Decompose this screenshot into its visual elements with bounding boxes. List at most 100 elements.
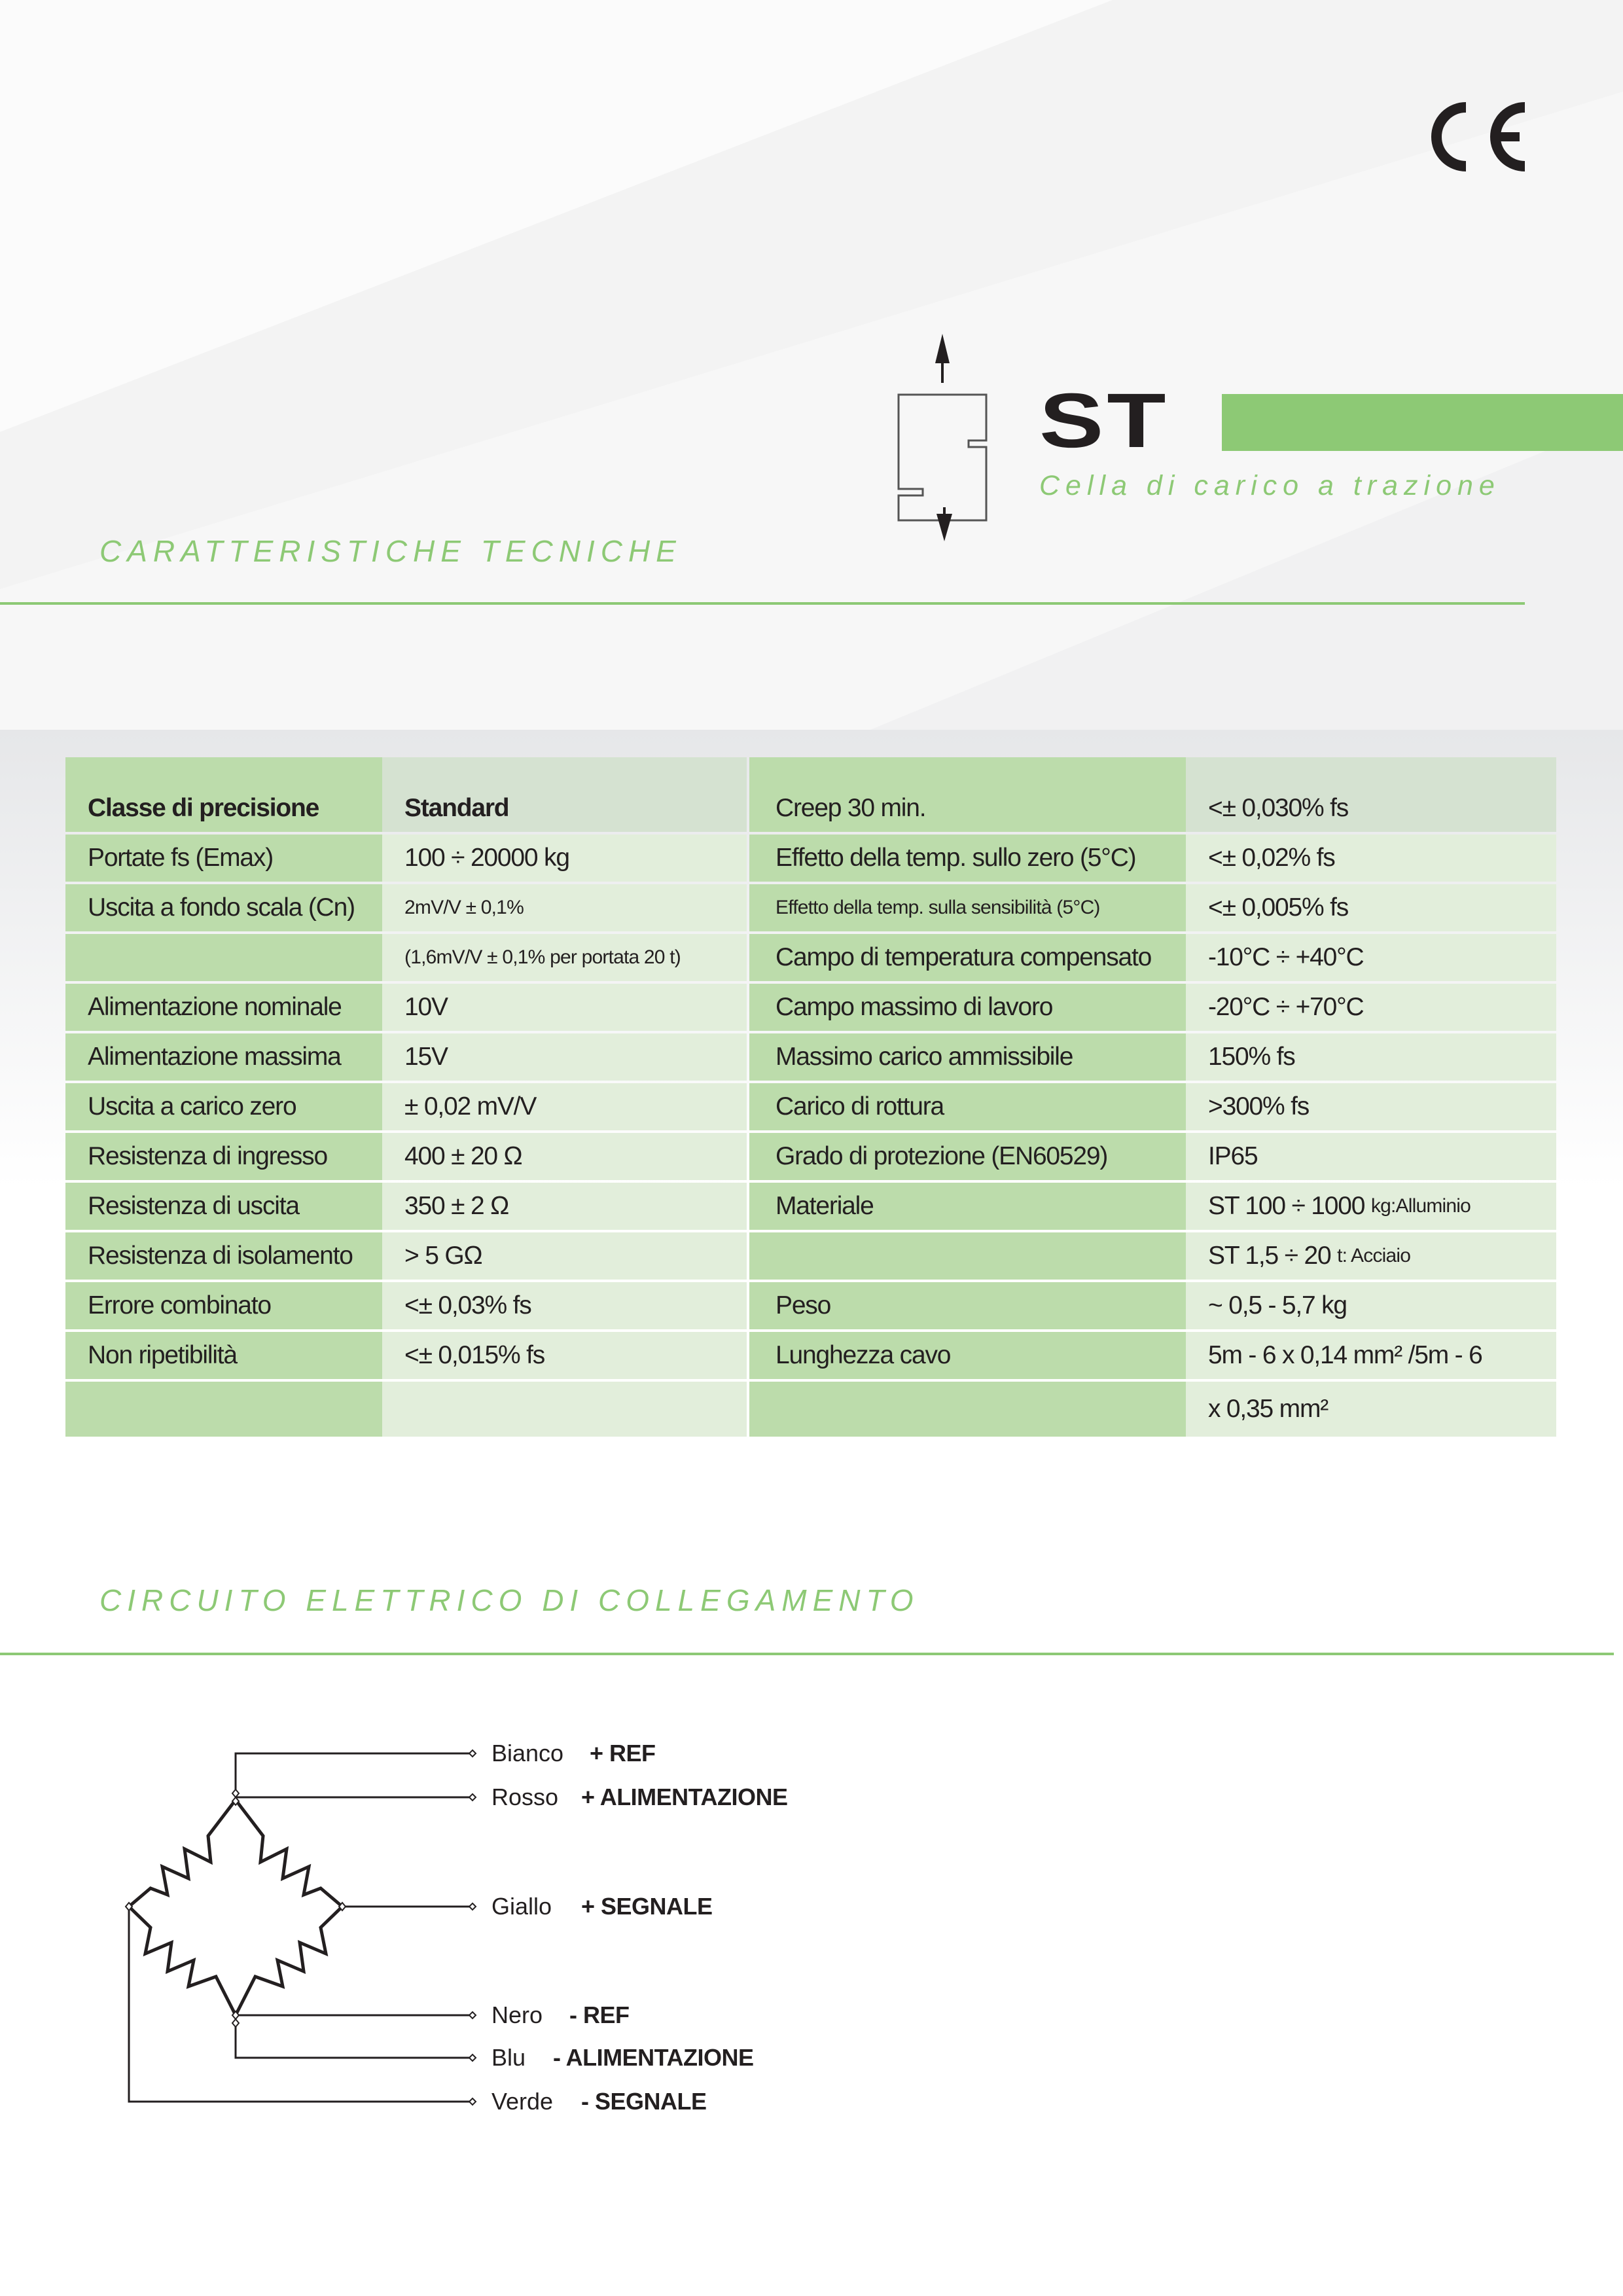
cell-text: <± 0,005% fs	[1208, 893, 1349, 922]
cell-subtext: (1,6mV/V ± 0,1% per portata 20 t)	[404, 946, 681, 968]
spec-label-cell: Resistenza di uscita	[65, 1183, 382, 1230]
cell-text: Creep 30 min.	[776, 794, 927, 822]
cell-text: Portate fs (Emax)	[88, 844, 274, 872]
cell-text: 10V	[404, 993, 448, 1021]
spec-value-cell: <± 0,015% fs	[382, 1332, 747, 1379]
cell-text: Uscita a carico zero	[88, 1092, 297, 1121]
wire-color-label: Blu	[491, 2044, 526, 2071]
spec-value-cell: 10V	[382, 984, 747, 1031]
spec-value-cell: ~ 0,5 - 5,7 kg	[1186, 1282, 1556, 1329]
spec-value-cell: ST 1,5 ÷ 20 t: Acciaio	[1186, 1232, 1556, 1280]
spec-value-cell: 100 ÷ 20000 kg	[382, 834, 747, 882]
wire-blu	[234, 2015, 473, 2059]
cell-text: Materiale	[776, 1192, 874, 1220]
accent-bar	[1222, 394, 1623, 451]
table-row: (1,6mV/V ± 0,1% per portata 20 t) Campo d…	[65, 934, 1556, 981]
product-code: ST	[1039, 378, 1169, 464]
cell-subtext: 2mV/V ± 0,1%	[404, 897, 524, 918]
cell-text: Resistenza di uscita	[88, 1192, 300, 1220]
spec-label-cell: Lunghezza cavo	[749, 1332, 1186, 1379]
spec-label-cell: Errore combinato	[65, 1282, 382, 1329]
wire-color-label: Nero	[491, 2001, 543, 2028]
wire-function-label: - REF	[569, 2001, 630, 2028]
spec-value-cell: 150% fs	[1186, 1033, 1556, 1081]
specs-section-title: CARATTERISTICHE TECNICHE	[99, 534, 682, 568]
wheatstone-bridge-diagram	[124, 1749, 477, 2106]
cell-text: Errore combinato	[88, 1291, 272, 1319]
spec-value-cell: IP65	[1186, 1133, 1556, 1180]
table-row: Resistenza di uscita 350 ± 2 Ω Materiale ST…	[65, 1183, 1556, 1230]
cell-text: 350 ± 2 Ω	[404, 1192, 509, 1220]
cell-text: Lunghezza cavo	[776, 1341, 951, 1369]
spec-label-cell	[749, 1232, 1186, 1280]
table-row: Classe di precisione Standard Creep 30 min…	[65, 757, 1556, 832]
cell-subtext: kg:Alluminio	[1370, 1195, 1471, 1217]
circuit-section-title: CIRCUITO ELETTRICO DI COLLEGAMENTO	[99, 1583, 919, 1617]
spec-label-cell: Resistenza di ingresso	[65, 1133, 382, 1180]
cell-text: Campo massimo di lavoro	[776, 993, 1053, 1021]
wire-function-label: + SEGNALE	[581, 1893, 713, 1920]
cell-text: Resistenza di isolamento	[88, 1242, 353, 1270]
spec-label-cell: Classe di precisione	[65, 757, 382, 832]
spec-label-cell: Effetto della temp. sullo zero (5°C)	[749, 834, 1186, 882]
cell-text: Alimentazione nominale	[88, 993, 342, 1021]
wire-color-label: Rosso	[491, 1784, 559, 1810]
wire-function-label: - SEGNALE	[581, 2088, 707, 2115]
cell-text: Non ripetibilità	[88, 1341, 238, 1369]
cell-text: Campo di temperatura compensato	[776, 943, 1152, 971]
spec-value-cell: 400 ± 20 Ω	[382, 1133, 747, 1180]
wire-color-label: Bianco	[491, 1740, 564, 1767]
wire-function-label: + ALIMENTAZIONE	[581, 1784, 788, 1810]
cell-text: <± 0,015% fs	[404, 1341, 545, 1369]
spec-value-cell	[382, 1382, 747, 1437]
spec-value-cell: -20°C ÷ +70°C	[1186, 984, 1556, 1031]
spec-value-cell: >300% fs	[1186, 1083, 1556, 1130]
table-row: Errore combinato <± 0,03% fs Peso ~ 0,5 - 5…	[65, 1282, 1556, 1329]
spec-value-cell: <± 0,030% fs	[1186, 757, 1556, 832]
spec-value-cell: > 5 GΩ	[382, 1232, 747, 1280]
cell-text: ST 1,5 ÷ 20	[1208, 1242, 1338, 1270]
spec-label-cell: Campo di temperatura compensato	[749, 934, 1186, 981]
wire-bianco	[234, 1752, 473, 1797]
circuit-divider	[0, 1653, 1614, 1655]
cell-text: 150% fs	[1208, 1043, 1296, 1071]
spec-label-cell: Materiale	[749, 1183, 1186, 1230]
table-row: Portate fs (Emax) 100 ÷ 20000 kg Effetto d…	[65, 834, 1556, 882]
cell-text: Resistenza di ingresso	[88, 1142, 328, 1170]
spec-value-cell: Standard	[382, 757, 747, 832]
spec-value-cell: 2mV/V ± 0,1%	[382, 884, 747, 931]
wire-function-label: + REF	[590, 1740, 656, 1767]
spec-value-cell: ± 0,02 mV/V	[382, 1083, 747, 1130]
spec-value-cell: 350 ± 2 Ω	[382, 1183, 747, 1230]
table-row: Alimentazione massima 15V Massimo carico a…	[65, 1033, 1556, 1081]
spec-label-cell: Campo massimo di lavoro	[749, 984, 1186, 1031]
cell-text: Classe di precisione	[88, 794, 319, 822]
cell-text: Effetto della temp. sullo zero (5°C)	[776, 844, 1137, 872]
cell-text: ~ 0,5 - 5,7 kg	[1208, 1291, 1347, 1319]
table-row: Alimentazione nominale 10V Campo massimo d…	[65, 984, 1556, 1031]
spec-value-cell: (1,6mV/V ± 0,1% per portata 20 t)	[382, 934, 747, 981]
cell-text: Uscita a fondo scala (Cn)	[88, 893, 355, 922]
spec-label-cell: Carico di rottura	[749, 1083, 1186, 1130]
spec-value-cell: <± 0,005% fs	[1186, 884, 1556, 931]
resistor-bottom-right	[234, 1905, 344, 2017]
cell-text: IP65	[1208, 1142, 1258, 1170]
table-row: Uscita a fondo scala (Cn) 2mV/V ± 0,1% Eff…	[65, 884, 1556, 931]
spec-value-cell: 5m - 6 x 0,14 mm² /5m - 6	[1186, 1332, 1556, 1379]
wire-verde	[128, 1907, 473, 2103]
spec-label-cell: Massimo carico ammissibile	[749, 1033, 1186, 1081]
spec-label-cell: Uscita a fondo scala (Cn)	[65, 884, 382, 931]
wire-function-label: - ALIMENTAZIONE	[553, 2044, 754, 2071]
cell-text: Massimo carico ammissibile	[776, 1043, 1073, 1071]
spec-label-cell: Resistenza di isolamento	[65, 1232, 382, 1280]
cell-text: Carico di rottura	[776, 1092, 944, 1121]
table-row: Non ripetibilità <± 0,015% fs Lunghezza ca…	[65, 1332, 1556, 1379]
cell-subtext: Effetto della temp. sulla sensibilità (5…	[776, 897, 1100, 918]
spec-label-cell: Portate fs (Emax)	[65, 834, 382, 882]
cell-text: -10°C ÷ +40°C	[1208, 943, 1364, 971]
cell-text: x 0,35 mm²	[1208, 1395, 1329, 1423]
spec-label-cell	[65, 934, 382, 981]
spec-label-cell: Peso	[749, 1282, 1186, 1329]
cell-text: Peso	[776, 1291, 831, 1319]
table-row: x 0,35 mm²	[65, 1382, 1556, 1437]
